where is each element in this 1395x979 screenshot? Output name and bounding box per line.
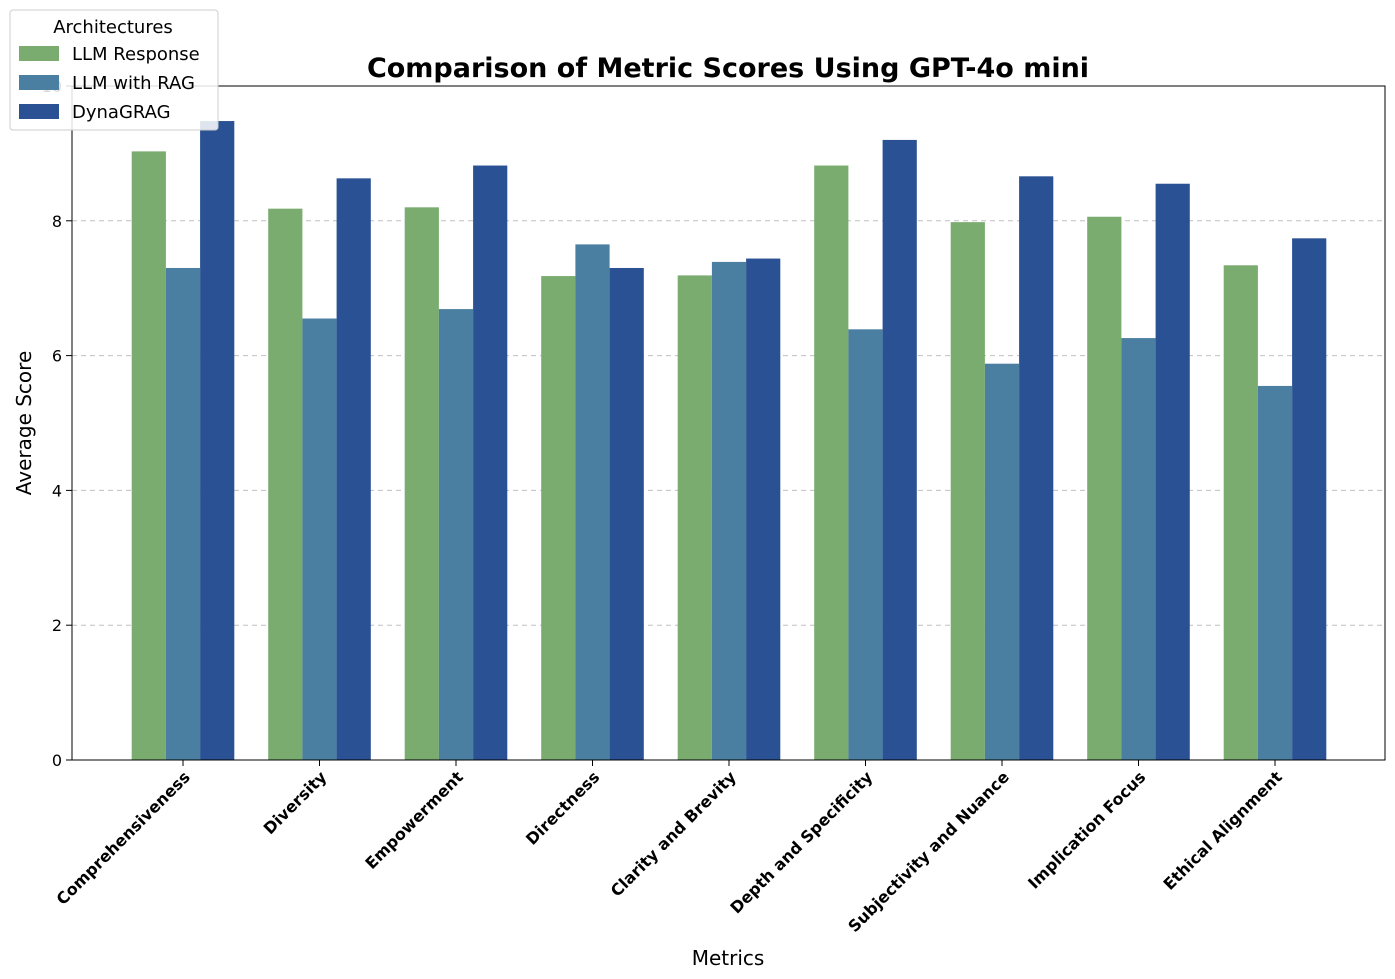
bar-llm-response-8: [1223, 265, 1258, 760]
x-tick-label: Empowerment: [361, 767, 467, 873]
bar-llm-with-rag-2: [438, 309, 474, 760]
legend-label: LLM with RAG: [72, 73, 195, 94]
bar-llm-response-7: [1087, 216, 1122, 761]
legend-box: [9, 9, 219, 131]
bars: [131, 121, 1327, 761]
y-tick-label: 6: [52, 347, 62, 366]
x-tick-label: Diversity: [260, 767, 331, 838]
x-tick-label: Clarity and Brevity: [607, 767, 740, 900]
bar-llm-with-rag-7: [1121, 338, 1156, 760]
x-tick-label: Implication Focus: [1024, 767, 1149, 892]
x-axis-label: Metrics: [692, 946, 765, 970]
bar-dynagrag-7: [1155, 183, 1190, 761]
bar-llm-response-2: [404, 207, 439, 760]
bar-llm-with-rag-1: [302, 318, 337, 760]
legend-items: LLM Response LLM with RAG DynaGRAG: [19, 44, 200, 123]
bar-dynagrag-3: [609, 267, 644, 760]
bar-llm-with-rag-5: [848, 329, 883, 760]
legend-swatch: [19, 75, 59, 90]
x-tick-label: Directness: [522, 767, 603, 848]
y-tick-label: 2: [52, 616, 62, 635]
bar-dynagrag-5: [882, 139, 917, 761]
bar-dynagrag-1: [336, 178, 371, 760]
y-axis-ticks: 0246810: [42, 77, 72, 770]
bar-dynagrag-2: [473, 165, 508, 761]
bar-dynagrag-6: [1019, 176, 1054, 761]
bar-llm-response-6: [950, 222, 985, 760]
legend-swatch: [19, 104, 59, 119]
bar-llm-with-rag-8: [1257, 385, 1293, 760]
legend-title: Architectures: [53, 17, 173, 38]
x-axis-ticks: Comprehensiveness Diversity Empowerment Dir…: [53, 760, 1287, 936]
bar-dynagrag-0: [200, 121, 235, 761]
bar-dynagrag-4: [746, 258, 781, 760]
bar-llm-response-0: [131, 151, 166, 761]
bar-llm-response-4: [677, 275, 712, 760]
legend-label: LLM Response: [72, 44, 200, 65]
bar-dynagrag-8: [1292, 238, 1327, 761]
bar-llm-response-5: [814, 165, 849, 761]
legend-swatch: [19, 46, 59, 61]
y-tick-label: 0: [52, 751, 62, 770]
y-tick-label: 4: [52, 481, 62, 500]
x-tick-label: Ethical Alignment: [1160, 767, 1287, 894]
x-tick-label: Comprehensiveness: [53, 767, 194, 908]
x-tick-label: Subjectivity and Nuance: [844, 767, 1013, 936]
y-axis-label: Average Score: [12, 351, 36, 496]
bar-llm-with-rag-3: [575, 244, 610, 760]
bar-llm-response-3: [541, 276, 576, 760]
bar-llm-with-rag-4: [711, 261, 747, 760]
legend-label: DynaGRAG: [72, 102, 171, 123]
y-tick-label: 8: [52, 212, 62, 231]
bar-llm-with-rag-0: [165, 267, 201, 760]
chart-title: Comparison of Metric Scores Using GPT-4o…: [367, 53, 1089, 84]
x-tick-label: Depth and Specificity: [726, 767, 876, 917]
bar-llm-response-1: [268, 208, 303, 761]
bar-llm-with-rag-6: [984, 363, 1020, 760]
legend: Architectures LLM Response LLM with RAG Dy…: [9, 9, 219, 131]
